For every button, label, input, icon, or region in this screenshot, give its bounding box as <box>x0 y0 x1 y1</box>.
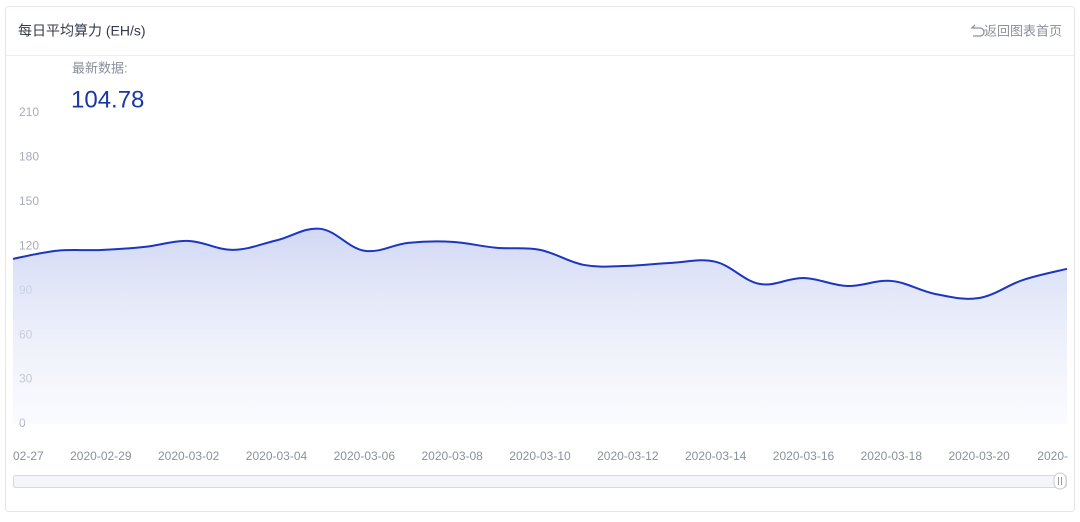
plot: 030609012015018021002-272020-02-292020-0… <box>12 105 1068 463</box>
zoom-handle[interactable] <box>1053 472 1067 490</box>
back-link[interactable]: 返回图表首页 <box>984 23 1062 38</box>
latest-label: 最新数据: <box>72 60 128 75</box>
y-tick-label: 210 <box>19 105 39 119</box>
x-tick-label: 2020-03-10 <box>509 449 571 463</box>
x-tick-label: 2020-03-06 <box>334 449 396 463</box>
line <box>12 227 1068 300</box>
x-tick-label: 2020-03-14 <box>685 449 747 463</box>
x-tick-label: 2020-03-12 <box>597 449 659 463</box>
y-tick-label: 120 <box>19 238 39 252</box>
zoom-slider[interactable] <box>13 475 1067 488</box>
x-tick-label: 2020-03-08 <box>421 449 483 463</box>
back-icon[interactable] <box>970 24 985 37</box>
y-tick-label: 150 <box>19 194 39 208</box>
chart-title: 每日平均算力 (EH/s) <box>18 23 146 39</box>
x-tick-label: 2020-03-02 <box>158 449 220 463</box>
y-tick-label: 180 <box>19 150 39 164</box>
latest-value: 104.78 <box>71 86 144 113</box>
x-tick-label: 2020-03-16 <box>773 449 835 463</box>
x-tick-label: 2020-03-18 <box>861 449 923 463</box>
x-tick-label: 2020-02-29 <box>70 449 132 463</box>
area <box>13 228 1067 424</box>
x-tick-label: 2020-03-20 <box>948 449 1010 463</box>
x-tick-label: 02-27 <box>13 449 44 463</box>
x-tick-label: 2020- <box>1037 449 1068 463</box>
x-tick-label: 2020-03-04 <box>246 449 308 463</box>
